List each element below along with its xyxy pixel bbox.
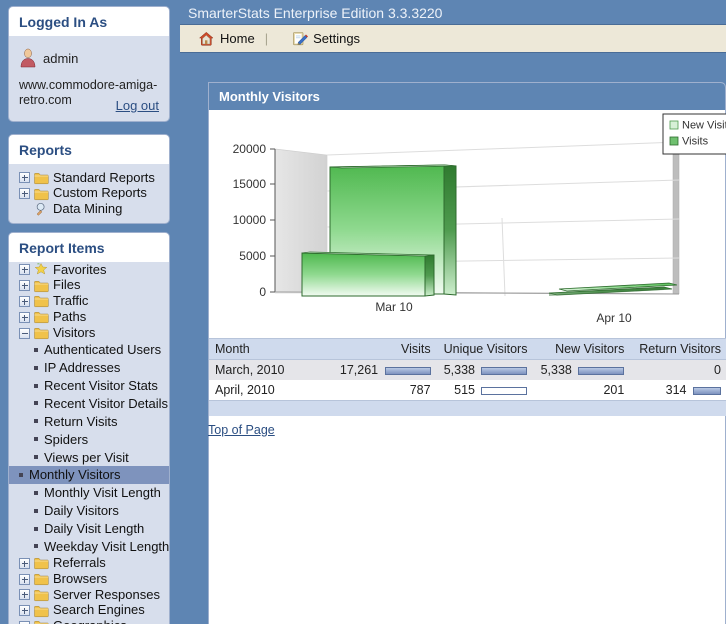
svg-text:10000: 10000 [233, 213, 267, 227]
svg-text:0: 0 [259, 285, 266, 299]
svg-text:Mar 10: Mar 10 [375, 300, 413, 314]
svg-text:Visits: Visits [682, 136, 709, 148]
svg-text:5000: 5000 [239, 249, 266, 263]
svg-text:15000: 15000 [233, 177, 267, 191]
svg-text:20000: 20000 [233, 142, 267, 156]
svg-text:Apr 10: Apr 10 [596, 311, 632, 325]
svg-text:New Visitors: New Visitors [682, 120, 726, 132]
